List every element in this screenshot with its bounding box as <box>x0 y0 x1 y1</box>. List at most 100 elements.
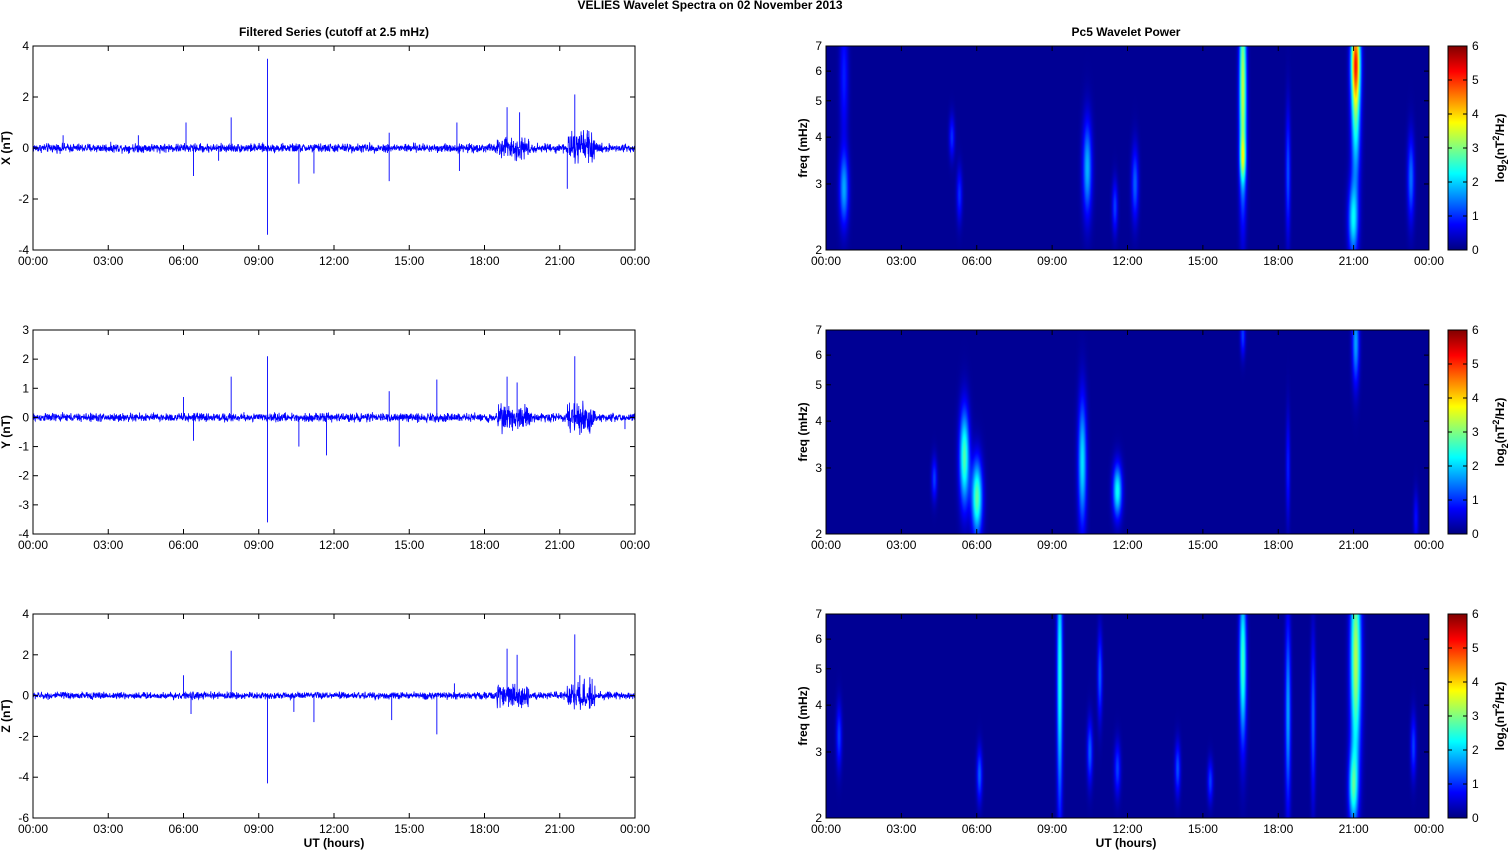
spectrogram-z-x-tick-label: 03:00 <box>886 822 916 836</box>
series-y-x-tick-label: 06:00 <box>168 538 198 552</box>
spectrogram-z-x-tick-label: 06:00 <box>962 822 992 836</box>
figure-title: VELIES Wavelet Spectra on 02 November 20… <box>577 0 842 12</box>
spectrogram-z-colorbar-tick-label: 2 <box>1472 743 1479 757</box>
series-z-y-tick-label: -6 <box>18 811 29 825</box>
left-column-title: Filtered Series (cutoff at 2.5 mHz) <box>239 25 429 39</box>
x-axis-label-left: UT (hours) <box>304 836 365 850</box>
series-z-x-tick-label: 00:00 <box>18 822 48 836</box>
spectrogram-x-x-tick-label: 03:00 <box>886 254 916 268</box>
spectrogram-x-x-tick-label: 21:00 <box>1339 254 1369 268</box>
series-z-x-tick-label: 03:00 <box>93 822 123 836</box>
spectrogram-x-colorbar-tick-label: 5 <box>1472 73 1479 87</box>
spectrogram-canvas-z <box>826 614 1429 818</box>
spectrogram-z-x-tick-label: 00:00 <box>811 822 841 836</box>
series-z-plot-area <box>33 614 635 818</box>
series-y-y-tick-label: 1 <box>22 381 29 395</box>
spectrogram-y-y-tick-label: 7 <box>815 323 822 337</box>
series-x-x-tick-label: 03:00 <box>93 254 123 268</box>
spectrogram-z-x-tick-label: 12:00 <box>1112 822 1142 836</box>
spectrogram-y-colorbar-tick-label: 5 <box>1472 357 1479 371</box>
series-y-y-tick-label: -3 <box>18 498 29 512</box>
spectrogram-x-y-label: freq (mHz) <box>796 118 810 177</box>
series-x-x-tick-label: 12:00 <box>319 254 349 268</box>
series-x-y-tick-label: 0 <box>22 141 29 155</box>
spectrogram-canvas-host-z <box>826 614 1429 818</box>
x-axis-label-right: UT (hours) <box>1096 836 1157 850</box>
series-y-x-tick-label: 00:00 <box>18 538 48 552</box>
series-z-y-tick-label: 0 <box>22 689 29 703</box>
spectrogram-x-x-tick-label: 12:00 <box>1112 254 1142 268</box>
spectrogram-x-colorbar-tick-label: 3 <box>1472 141 1479 155</box>
spectrogram-y-x-tick-label: 09:00 <box>1037 538 1067 552</box>
spectrogram-y-x-tick-label: 12:00 <box>1112 538 1142 552</box>
series-x-x-tick-label: 00:00 <box>620 254 650 268</box>
series-z-x-tick-label: 12:00 <box>319 822 349 836</box>
spectrogram-z-x-tick-label: 09:00 <box>1037 822 1067 836</box>
spectrogram-z-colorbar-label: log2(nT2/Hz) <box>1491 682 1510 751</box>
series-y-y-tick-label: 0 <box>22 410 29 424</box>
spectrogram-y-colorbar-tick-label: 6 <box>1472 323 1479 337</box>
spectrogram-z-y-tick-label: 2 <box>815 811 822 825</box>
series-z-x-tick-label: 09:00 <box>244 822 274 836</box>
series-y-x-tick-label: 18:00 <box>469 538 499 552</box>
series-z-trace <box>32 678 636 710</box>
spectrogram-x-colorbar-label: log2(nT2/Hz) <box>1491 114 1510 183</box>
series-x-y-label: X (nT) <box>0 131 13 165</box>
series-y-x-tick-label: 15:00 <box>394 538 424 552</box>
spectrogram-y-colorbar-tick-label: 3 <box>1472 425 1479 439</box>
series-x-x-tick-label: 18:00 <box>469 254 499 268</box>
spectrogram-canvas-x <box>826 46 1429 250</box>
series-z-y-tick-label: -4 <box>18 770 29 784</box>
spectrogram-x-colorbar-tick-label: 4 <box>1472 107 1479 121</box>
spectrogram-z-x-tick-label: 15:00 <box>1188 822 1218 836</box>
spectrogram-y-colorbar-tick-label: 0 <box>1472 527 1479 541</box>
spectrogram-z-colorbar-tick-label: 5 <box>1472 641 1479 655</box>
spectrogram-y-x-tick-label: 03:00 <box>886 538 916 552</box>
spectrogram-y-colorbar-label: log2(nT2/Hz) <box>1491 398 1510 467</box>
spectrogram-y-x-tick-label: 06:00 <box>962 538 992 552</box>
spectrogram-z-y-tick-label: 6 <box>815 632 822 646</box>
spectrogram-z-colorbar-tick-label: 6 <box>1472 607 1479 621</box>
spectrogram-z-y-tick-label: 5 <box>815 662 822 676</box>
series-x-y-tick-label: -2 <box>18 192 29 206</box>
spectrogram-x-colorbar-tick-label: 6 <box>1472 39 1479 53</box>
series-z-x-tick-label: 18:00 <box>469 822 499 836</box>
spectrogram-y-y-tick-label: 4 <box>815 414 822 428</box>
spectrogram-y-colorbar-tick-label: 4 <box>1472 391 1479 405</box>
spectrogram-y-x-tick-label: 15:00 <box>1188 538 1218 552</box>
spectrogram-z-colorbar-tick-label: 3 <box>1472 709 1479 723</box>
series-y-y-tick-label: -2 <box>18 469 29 483</box>
series-x-y-tick-label: -4 <box>18 243 29 257</box>
series-x-y-tick-label: 2 <box>22 90 29 104</box>
series-y-plot-area <box>33 330 635 534</box>
spectrogram-z-colorbar-tick-label: 1 <box>1472 777 1479 791</box>
series-panel-x: -4 -2 0 2 4 00:00 03:00 06:00 09:00 12:00 15:00 18:… <box>0 39 650 268</box>
spectrogram-x-y-tick-label: 3 <box>815 177 822 191</box>
spectrogram-z-y-label: freq (mHz) <box>796 686 810 745</box>
series-y-y-tick-label: 2 <box>22 352 29 366</box>
spectrogram-z-colorbar-tick-label: 0 <box>1472 811 1479 825</box>
spectrogram-x-y-tick-label: 5 <box>815 94 822 108</box>
spectrogram-panel-x: 2 3 4 5 6 7 00:00 03:00 06:00 09:00 12:00 15:00 18:0… <box>796 39 1510 268</box>
spectrogram-x-x-tick-label: 06:00 <box>962 254 992 268</box>
series-x-x-tick-label: 00:00 <box>18 254 48 268</box>
series-y-x-tick-label: 03:00 <box>93 538 123 552</box>
series-z-y-tick-label: 4 <box>22 607 29 621</box>
spectrogram-y-y-label: freq (mHz) <box>796 402 810 461</box>
series-x-x-tick-label: 15:00 <box>394 254 424 268</box>
spectrogram-z-y-tick-label: 3 <box>815 745 822 759</box>
spectrogram-y-x-tick-label: 18:00 <box>1263 538 1293 552</box>
series-panel-y: -4 -3 -2 -1 0 1 2 3 00:00 03:00 06:00 09:00 12:00 15:… <box>0 323 650 552</box>
spectrogram-x-y-tick-label: 2 <box>815 243 822 257</box>
spectrogram-x-x-tick-label: 00:00 <box>1414 254 1444 268</box>
series-y-y-tick-label: -4 <box>18 527 29 541</box>
series-x-x-tick-label: 21:00 <box>545 254 575 268</box>
spectrogram-x-y-tick-label: 4 <box>815 130 822 144</box>
series-y-trace <box>32 400 636 435</box>
spectrogram-x-x-tick-label: 09:00 <box>1037 254 1067 268</box>
series-x-y-tick-label: 4 <box>22 39 29 53</box>
spectrogram-y-x-tick-label: 00:00 <box>811 538 841 552</box>
series-z-y-tick-label: 2 <box>22 648 29 662</box>
spectrogram-y-colorbar-tick-label: 1 <box>1472 493 1479 507</box>
